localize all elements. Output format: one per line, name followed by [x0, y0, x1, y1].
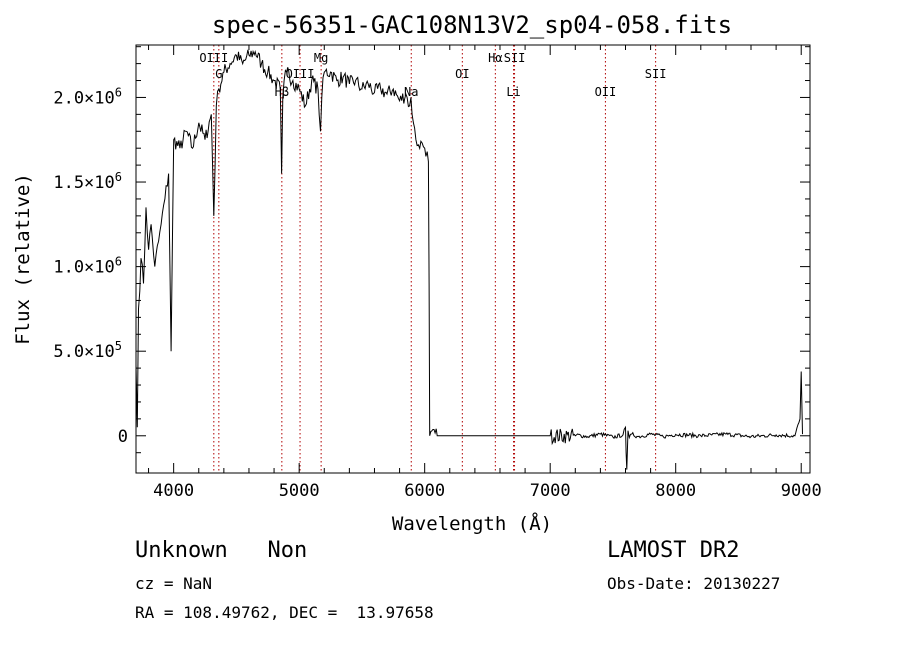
x-tick-label-0: 4000	[153, 481, 194, 501]
y-tick-label-3: 1.5×106	[53, 170, 122, 193]
y-axis: 0 5.0×105 1.0×106 1.5×106 2.0×106	[53, 46, 810, 454]
x-tick-label-3: 7000	[530, 481, 571, 501]
line-label-0: OIII	[199, 51, 228, 65]
y-tick-label-4: 2.0×106	[53, 85, 122, 108]
x-axis-label: Wavelength (Å)	[392, 512, 552, 535]
chart-title: spec-56351-GAC108N13V2_sp04-058.fits	[212, 11, 732, 39]
line-label-11: SII	[645, 67, 667, 81]
line-label-4: Mg	[314, 51, 328, 65]
survey-name: LAMOST DR2	[607, 538, 740, 563]
y-tick-label-1: 5.0×105	[53, 339, 122, 362]
object-class: Unknown Non	[135, 538, 308, 563]
x-tick-label-4: 8000	[655, 481, 696, 501]
obs-date: Obs-Date: 20130227	[607, 574, 781, 593]
line-label-3: OIII	[286, 67, 315, 81]
x-axis: 4000 5000 6000 7000 8000 9000	[148, 45, 822, 501]
y-axis-label: Flux (relative)	[12, 173, 34, 345]
x-tick-label-5: 9000	[781, 481, 822, 501]
flux-series	[135, 49, 803, 470]
plot-frame	[135, 44, 811, 474]
line-label-2: Hβ	[275, 85, 289, 99]
flux-line	[135, 49, 803, 470]
coordinates-text: RA = 108.49762, DEC = 13.97658	[135, 603, 434, 622]
line-label-1: G	[215, 67, 222, 81]
x-tick-label-1: 5000	[279, 481, 320, 501]
redshift-text: cz = NaN	[135, 574, 213, 593]
line-label-6: OI	[455, 67, 469, 81]
line-label-9: Li	[506, 85, 520, 99]
line-label-8: SII	[504, 51, 526, 65]
y-tick-label-0: 0	[118, 427, 128, 447]
line-label-10: OII	[595, 85, 617, 99]
y-tick-label-2: 1.0×106	[53, 255, 122, 278]
line-label-7: Hα	[488, 51, 502, 65]
x-tick-label-2: 6000	[404, 481, 445, 501]
line-label-5: Na	[404, 85, 418, 99]
